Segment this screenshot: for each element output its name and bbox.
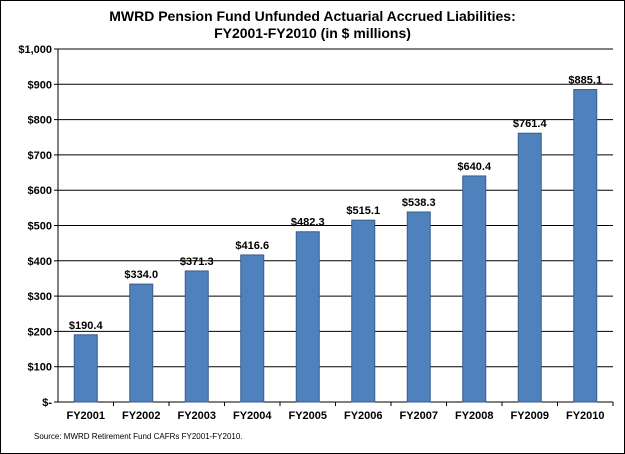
bar (73, 334, 98, 403)
bar (129, 283, 154, 403)
bar (240, 254, 265, 403)
y-tick-label: $500 (28, 221, 52, 233)
data-label: $416.6 (235, 240, 269, 252)
chart-title: MWRD Pension Fund Unfunded Actuarial Acc… (1, 8, 624, 42)
y-tick-label: $300 (28, 291, 52, 303)
y-tick-label: $400 (28, 256, 52, 268)
y-tick-label: $1,000 (18, 44, 52, 56)
data-label: $885.1 (568, 75, 602, 87)
x-tick-label: FY2003 (177, 410, 216, 422)
source-note: Source: MWRD Retirement Fund CAFRs FY200… (34, 432, 243, 441)
x-tick-label: FY2010 (566, 410, 605, 422)
bar (462, 175, 487, 403)
data-label: $640.4 (457, 161, 492, 173)
y-tick-label: $- (42, 397, 52, 409)
x-tick-label: FY2006 (344, 410, 383, 422)
y-tick-label: $900 (28, 79, 52, 91)
bar (184, 270, 209, 403)
x-tick-label: FY2002 (122, 410, 161, 422)
y-tick-label: $200 (28, 326, 52, 338)
x-tick-label: FY2007 (399, 410, 438, 422)
x-tick-label: FY2004 (233, 410, 272, 422)
bar (295, 231, 320, 403)
chart-title-line-2: FY2001-FY2010 (in $ millions) (214, 25, 411, 41)
x-tick-label: FY2005 (288, 410, 327, 422)
y-tick-label: $100 (28, 362, 52, 374)
data-label: $371.3 (180, 256, 214, 268)
data-label: $190.4 (69, 320, 104, 332)
data-label: $515.1 (346, 205, 380, 217)
x-tick-label: FY2008 (455, 410, 494, 422)
y-tick-label: $700 (28, 150, 52, 162)
data-label: $538.3 (402, 197, 436, 209)
bar (517, 132, 542, 403)
data-label: $761.4 (513, 118, 548, 130)
y-tick-label: $600 (28, 185, 52, 197)
x-tick-label: FY2001 (66, 410, 105, 422)
chart-title-line-1: MWRD Pension Fund Unfunded Actuarial Acc… (109, 8, 516, 24)
bar (351, 219, 376, 403)
data-label: $482.3 (291, 217, 325, 229)
data-label: $334.0 (124, 269, 158, 281)
y-tick-label: $800 (28, 115, 52, 127)
bar (573, 89, 598, 403)
bar (406, 211, 431, 403)
x-tick-label: FY2009 (510, 410, 549, 422)
